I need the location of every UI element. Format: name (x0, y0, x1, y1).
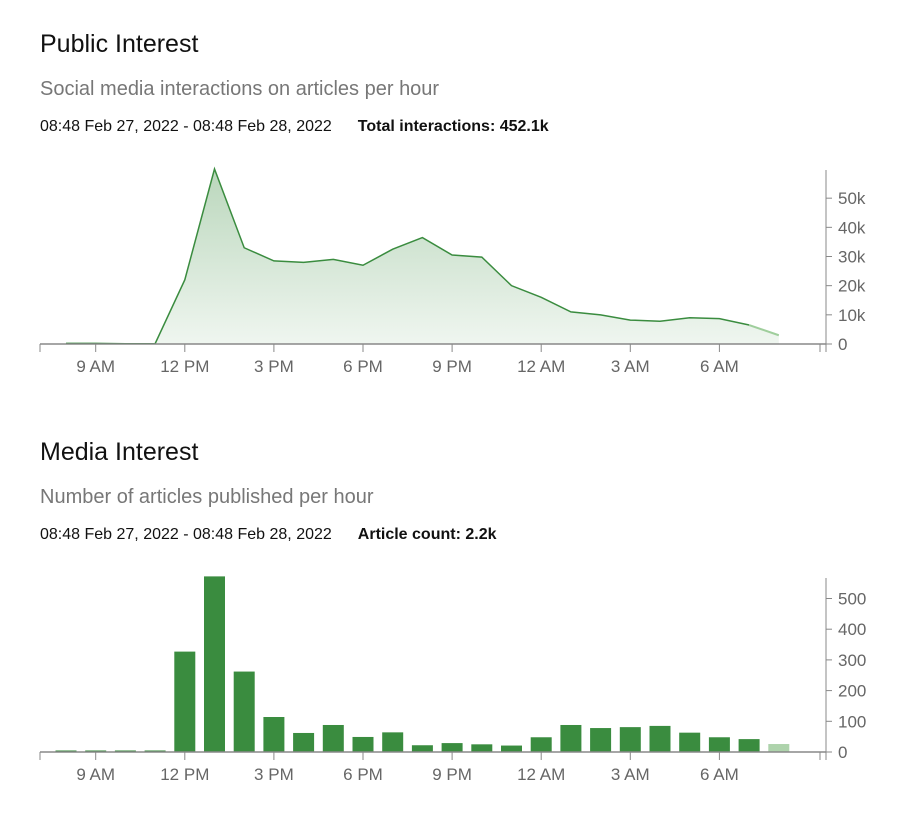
public-interest-subtitle: Social media interactions on articles pe… (40, 78, 440, 100)
bar (382, 732, 404, 752)
bar (233, 671, 255, 752)
series-line-partial (748, 324, 780, 337)
y-tick-label: 0 (838, 743, 847, 762)
public-interest-title: Public Interest (40, 30, 199, 58)
bar (501, 745, 522, 752)
date-range: 08:48 Feb 27, 2022 - 08:48 Feb 28, 2022 (40, 526, 332, 543)
bar (293, 732, 315, 752)
bar (738, 739, 760, 752)
bar (560, 724, 582, 752)
x-tick-label: 9 PM (432, 765, 472, 784)
x-tick-label: 12 PM (160, 765, 209, 784)
x-tick-label: 9 AM (76, 357, 115, 376)
bar (85, 750, 107, 752)
x-tick-label: 9 AM (76, 765, 115, 784)
bar (144, 750, 166, 752)
total-interactions: Total interactions: 452.1k (357, 118, 549, 135)
media-interest-subtitle: Number of articles published per hour (40, 486, 374, 508)
y-tick-label: 100 (838, 712, 866, 731)
area-fill (66, 169, 779, 344)
media-interest-title: Media Interest (40, 438, 199, 466)
x-tick-label: 12 PM (160, 357, 209, 376)
y-tick-label: 300 (838, 651, 866, 670)
bar (114, 750, 136, 752)
x-tick-label: 3 AM (611, 357, 650, 376)
media-interest-chart: 0 100 200 300 400 500 9 AM 12 PM 3 PM 6 PM 9 PM 12 … (39, 576, 866, 784)
x-tick-label: 6 PM (343, 765, 383, 784)
y-tick-label: 0 (838, 335, 847, 354)
bar (411, 745, 433, 752)
bar (352, 736, 374, 752)
bar (768, 744, 790, 752)
public-interest-chart: 0 10k 20k 30k 40k 50k 9 AM 12 PM 3 PM 6 PM 9 PM 12 … (39, 166, 866, 376)
date-range: 08:48 Feb 27, 2022 - 08:48 Feb 28, 2022 (40, 118, 332, 135)
bar (708, 737, 730, 752)
bar (590, 728, 612, 752)
public-interest-meta: 08:48 Feb 27, 2022 - 08:48 Feb 28, 2022 T… (40, 118, 549, 136)
bar (263, 717, 285, 752)
bar (55, 750, 77, 752)
x-tick-label: 12 AM (517, 357, 565, 376)
article-count: Article count: 2.2k (357, 526, 497, 543)
x-tick-label: 6 AM (700, 765, 739, 784)
bar (679, 732, 701, 752)
y-tick-label: 50k (838, 189, 866, 208)
x-tick-label: 12 AM (517, 765, 565, 784)
y-tick-label: 30k (838, 248, 866, 267)
bar (619, 727, 641, 752)
y-tick-label: 10k (838, 306, 866, 325)
x-tick-label: 9 PM (432, 357, 472, 376)
bar (204, 576, 225, 752)
x-tick-label: 6 PM (343, 357, 383, 376)
bar (649, 725, 671, 752)
x-tick-label: 3 PM (254, 765, 294, 784)
bar (530, 737, 552, 752)
bar (471, 744, 493, 752)
x-tick-label: 6 AM (700, 357, 739, 376)
media-interest-meta: 08:48 Feb 27, 2022 - 08:48 Feb 28, 2022 A… (40, 526, 496, 544)
y-tick-label: 20k (838, 277, 866, 296)
x-tick-label: 3 PM (254, 357, 294, 376)
series-line (66, 166, 750, 345)
y-tick-label: 40k (838, 218, 866, 237)
bar (174, 651, 196, 752)
y-tick-label: 400 (838, 620, 866, 639)
x-tick-label: 3 AM (611, 765, 650, 784)
y-tick-label: 200 (838, 682, 866, 701)
bar (322, 724, 344, 752)
bar (441, 743, 463, 752)
y-tick-label: 500 (838, 589, 866, 608)
